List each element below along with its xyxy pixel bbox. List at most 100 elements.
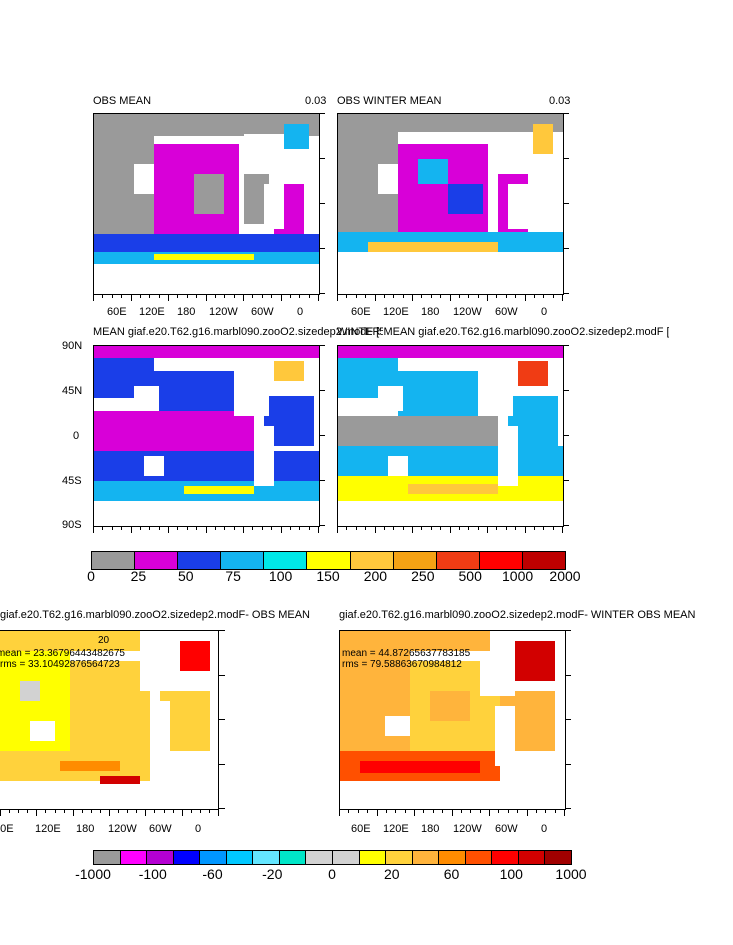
lon-label: 180 xyxy=(177,306,196,318)
axis-tick xyxy=(99,809,101,813)
axis-tick xyxy=(487,526,488,533)
colorbar-label: -1000 xyxy=(75,866,111,882)
axis-tick xyxy=(468,526,470,530)
axis-tick xyxy=(515,294,517,298)
map-panel-diff-winter-mean xyxy=(339,630,566,810)
map-model-mean xyxy=(94,346,319,526)
colorbar-label: 20 xyxy=(383,866,400,882)
axis-tick xyxy=(271,294,273,298)
axis-tick xyxy=(404,809,406,813)
axis-tick xyxy=(130,526,132,533)
lon-label: 0 xyxy=(297,306,304,318)
axis-tick xyxy=(533,294,535,298)
axis-tick xyxy=(319,345,325,346)
colorbar-swatch xyxy=(438,850,466,865)
axis-tick xyxy=(337,526,338,533)
map-obs-winter-mean xyxy=(338,114,563,294)
axis-tick xyxy=(563,248,569,249)
axis-tick xyxy=(90,809,92,813)
axis-tick xyxy=(319,480,325,481)
axis-tick xyxy=(36,809,38,816)
axis-tick xyxy=(163,809,165,813)
axis-tick xyxy=(376,809,378,816)
lat-label: 90N xyxy=(62,340,83,352)
axis-tick xyxy=(543,294,545,298)
axis-tick xyxy=(205,526,207,533)
axis-tick xyxy=(299,294,301,298)
axis-tick xyxy=(383,294,385,298)
colorbar-label: 25 xyxy=(130,568,147,584)
axis-tick xyxy=(430,526,432,530)
lat-label: 45S xyxy=(62,475,82,487)
axis-tick xyxy=(449,294,451,301)
axis-tick xyxy=(186,294,188,298)
axis-tick xyxy=(365,526,367,530)
lon-label: 180 xyxy=(421,306,440,318)
lon-label: 60W xyxy=(495,823,518,835)
colorbar-swatch xyxy=(544,850,572,865)
panel1-title-right: 0.03 xyxy=(305,95,327,107)
colorbar-label: 100 xyxy=(268,568,293,584)
axis-tick xyxy=(339,809,340,816)
axis-tick xyxy=(505,294,507,298)
axis-tick xyxy=(554,809,556,813)
axis-tick xyxy=(318,526,319,533)
colorbar-label: 200 xyxy=(363,568,388,584)
colorbar-label: 0 xyxy=(87,568,95,584)
axis-tick xyxy=(224,526,226,530)
lat-label: 90S xyxy=(62,519,82,531)
axis-tick xyxy=(308,526,310,530)
axis-tick xyxy=(563,113,569,114)
colorbar-swatch xyxy=(278,850,307,865)
colorbar-label: 250 xyxy=(411,568,435,584)
colorbar-label: 2000 xyxy=(549,568,581,584)
axis-tick xyxy=(271,526,273,530)
axis-tick xyxy=(154,809,156,813)
axis-tick xyxy=(477,294,479,298)
lon-label: 120E xyxy=(383,823,409,835)
axis-tick xyxy=(432,809,434,813)
map-panel-obs-winter-mean xyxy=(337,113,564,295)
lon-label: 120E xyxy=(35,823,61,835)
axis-tick xyxy=(168,526,169,533)
axis-tick xyxy=(177,526,179,530)
axis-tick xyxy=(355,526,357,530)
axis-tick xyxy=(319,390,325,391)
lon-label: 60E xyxy=(0,823,14,835)
colorbar-label: 500 xyxy=(458,568,482,584)
axis-tick xyxy=(177,294,179,298)
axis-tick xyxy=(402,526,404,530)
axis-tick xyxy=(102,294,104,298)
axis-tick xyxy=(81,809,83,813)
map-obs-mean xyxy=(94,114,319,294)
colorbar-label: 1000 xyxy=(502,568,534,584)
map-panel-obs-mean xyxy=(93,113,320,295)
axis-tick xyxy=(365,294,367,298)
axis-tick xyxy=(507,809,509,813)
axis-tick xyxy=(219,674,225,676)
axis-tick xyxy=(139,526,141,530)
lon-label: 60W xyxy=(251,306,274,318)
axis-tick xyxy=(517,809,519,813)
colorbar-label: 0 xyxy=(328,866,336,882)
axis-tick xyxy=(45,809,47,813)
axis-tick xyxy=(563,158,569,159)
colorbar-swatch xyxy=(385,850,413,865)
axis-tick xyxy=(139,294,141,298)
axis-tick xyxy=(563,345,569,346)
axis-tick xyxy=(9,809,11,813)
map-panel-diff-mean xyxy=(0,630,219,810)
axis-tick xyxy=(442,809,444,813)
axis-tick xyxy=(421,526,423,530)
panel5-center-label: 20 xyxy=(98,635,110,646)
panel5-rms: rms = 33.10492876564723 xyxy=(0,660,120,670)
axis-tick xyxy=(449,526,451,533)
axis-tick xyxy=(319,435,325,436)
axis-tick xyxy=(562,294,563,301)
axis-tick xyxy=(563,525,569,526)
axis-tick xyxy=(357,809,359,813)
axis-tick xyxy=(487,294,488,301)
axis-tick xyxy=(562,526,563,533)
axis-tick xyxy=(172,809,174,813)
axis-tick xyxy=(385,809,387,813)
